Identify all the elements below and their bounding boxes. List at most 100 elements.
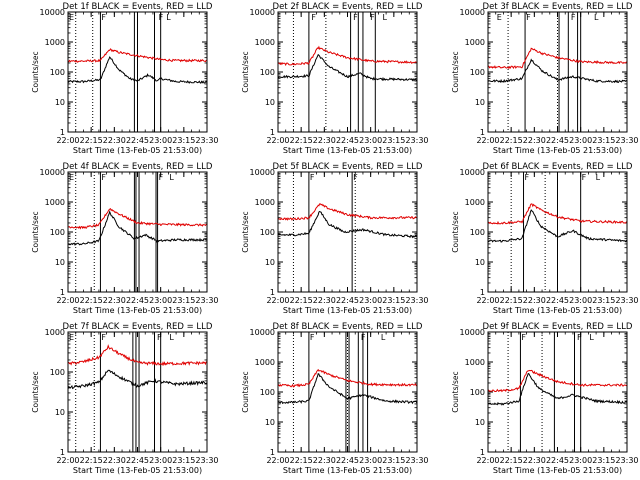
lld-series-line xyxy=(488,47,627,70)
x-tick-label: 23:00 xyxy=(569,136,592,145)
x-tick-label: 23:15 xyxy=(382,136,405,145)
event-marker-label: F xyxy=(353,13,358,22)
chart-det-3: Det 3f BLACK = Events, RED = LLD Start Ti… xyxy=(451,2,639,155)
event-marker-label: L xyxy=(381,333,386,342)
x-tick-label: 22:15 xyxy=(500,456,523,465)
y-tick-label: 10 xyxy=(265,258,275,267)
lld-series-line xyxy=(488,369,627,393)
x-tick-label: 23:00 xyxy=(359,296,382,305)
events-series-line xyxy=(488,372,627,406)
x-axis-label: Start Time (13-Feb-05 21:53:00) xyxy=(73,466,202,475)
x-tick-label: 23:15 xyxy=(172,456,195,465)
x-tick-label: 22:45 xyxy=(336,136,359,145)
event-marker-label: F xyxy=(159,173,164,182)
x-tick-label: 23:00 xyxy=(359,136,382,145)
event-marker-label: E xyxy=(69,13,74,22)
y-tick-label: 100 xyxy=(260,68,275,77)
chart-det-4: Det 4f BLACK = Events, RED = LLD Start Ti… xyxy=(31,162,219,315)
y-tick-label: 100 xyxy=(50,368,65,377)
y-tick-label: 10 xyxy=(475,98,485,107)
y-tick-label: 10000 xyxy=(250,168,275,177)
x-tick-label: 22:45 xyxy=(546,136,569,145)
event-marker-label: F xyxy=(157,333,162,342)
y-tick-label: 100 xyxy=(470,228,485,237)
x-tick-label: 22:30 xyxy=(103,296,126,305)
x-tick-label: 23:30 xyxy=(195,456,218,465)
x-tick-label: 22:15 xyxy=(290,136,313,145)
y-tick-label: 100 xyxy=(470,68,485,77)
y-tick-label: 1000 xyxy=(45,38,65,47)
x-tick-label: 22:45 xyxy=(126,456,149,465)
plot-frame xyxy=(67,331,208,453)
event-marker-label: L xyxy=(169,173,174,182)
lld-series-line xyxy=(68,344,207,367)
x-tick-label: 23:00 xyxy=(569,296,592,305)
y-tick-label: 100 xyxy=(50,228,65,237)
plot-frame xyxy=(277,331,418,453)
x-tick-label: 23:15 xyxy=(592,456,615,465)
x-tick-label: 22:30 xyxy=(313,296,336,305)
x-tick-label: 23:00 xyxy=(569,456,592,465)
x-axis-label: Start Time (13-Feb-05 21:53:00) xyxy=(283,466,412,475)
plot-frame xyxy=(487,11,628,133)
x-tick-label: 22:00 xyxy=(476,456,499,465)
events-series-line xyxy=(68,210,207,246)
y-axis-label: Counts/sec xyxy=(451,371,460,412)
lld-series-line xyxy=(68,208,207,230)
chart-title: Det 3f BLACK = Events, RED = LLD xyxy=(483,2,633,12)
x-axis-label: Start Time (13-Feb-05 21:53:00) xyxy=(73,146,202,155)
chart-det-6: Det 6f BLACK = Events, RED = LLD Start Ti… xyxy=(451,162,639,315)
plot-frame xyxy=(277,11,418,133)
y-tick-label: 1000 xyxy=(255,38,275,47)
x-tick-label: 23:30 xyxy=(195,136,218,145)
events-series-line xyxy=(278,210,417,239)
x-tick-label: 23:30 xyxy=(195,296,218,305)
y-tick-label: 100 xyxy=(50,68,65,77)
x-tick-label: 22:45 xyxy=(336,456,359,465)
plot-frame xyxy=(487,331,628,453)
x-tick-label: 23:00 xyxy=(359,456,382,465)
y-axis-label: Counts/sec xyxy=(241,371,250,412)
event-marker-label: F xyxy=(353,173,358,182)
x-tick-label: 22:45 xyxy=(126,296,149,305)
x-tick-label: 22:15 xyxy=(80,456,103,465)
y-tick-label: 1000 xyxy=(465,198,485,207)
y-tick-label: 10 xyxy=(475,418,485,427)
event-marker-label: E xyxy=(69,333,74,342)
x-axis-label: Start Time (13-Feb-05 21:53:00) xyxy=(73,306,202,315)
y-tick-label: 1 xyxy=(480,448,485,457)
y-tick-label: 10 xyxy=(265,418,275,427)
x-tick-label: 23:15 xyxy=(172,296,195,305)
event-marker-label: F xyxy=(582,173,587,182)
x-tick-label: 22:45 xyxy=(336,296,359,305)
lld-series-line xyxy=(278,368,417,388)
event-marker-label: L xyxy=(382,13,387,22)
y-tick-label: 1 xyxy=(270,128,275,137)
lld-series-line xyxy=(68,48,207,63)
chart-det-1: Det 1f BLACK = Events, RED = LLD Start Ti… xyxy=(31,2,219,155)
y-tick-label: 1 xyxy=(270,448,275,457)
event-marker-label: F xyxy=(159,13,164,22)
chart-det-7: Det 7f BLACK = Events, RED = LLD Start Ti… xyxy=(31,322,219,475)
chart-det-8: Det 8f BLACK = Events, RED = LLD Start Ti… xyxy=(241,322,429,475)
x-tick-label: 23:30 xyxy=(615,456,638,465)
x-tick-label: 22:15 xyxy=(290,296,313,305)
chart-det-5: Det 5f BLACK = Events, RED = LLD Start Ti… xyxy=(241,162,429,315)
event-marker-label: E xyxy=(69,173,74,182)
y-tick-label: 1 xyxy=(60,288,65,297)
plot-frame xyxy=(277,171,418,293)
y-axis-label: Counts/sec xyxy=(451,211,460,252)
y-tick-label: 10 xyxy=(475,258,485,267)
y-axis-label: Counts/sec xyxy=(31,211,40,252)
y-tick-label: 1 xyxy=(480,128,485,137)
x-axis-label: Start Time (13-Feb-05 21:53:00) xyxy=(283,146,412,155)
chart-title: Det 1f BLACK = Events, RED = LLD xyxy=(63,2,213,12)
x-tick-label: 23:30 xyxy=(615,296,638,305)
plot-frame xyxy=(67,171,208,293)
x-tick-label: 22:30 xyxy=(313,456,336,465)
events-series-line xyxy=(488,209,627,243)
plot-frame xyxy=(67,11,208,133)
event-marker-label: L xyxy=(594,13,599,22)
x-axis-label: Start Time (13-Feb-05 21:53:00) xyxy=(493,306,622,315)
